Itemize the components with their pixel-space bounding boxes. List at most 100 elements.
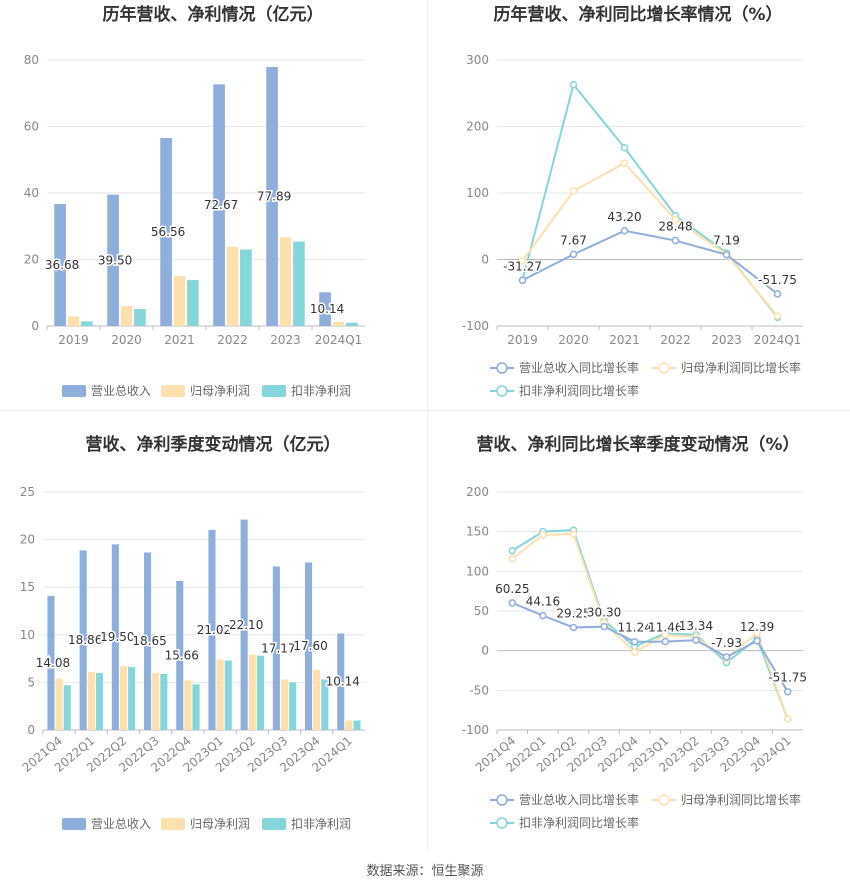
data-point [508,599,517,607]
bar [240,519,248,730]
series-line [511,601,789,693]
data-label: -51.75 [768,671,807,685]
bar [95,672,103,730]
bar [345,720,353,730]
bar [87,671,95,730]
data-point [783,687,792,696]
bar [293,241,305,326]
data-label: 7.67 [560,233,587,247]
y-tick-label: 0 [481,253,489,267]
data-point [569,250,578,259]
data-label: -31.27 [503,259,542,273]
x-tick-label: 2024Q1 [315,333,363,347]
data-point [630,637,639,646]
legend-swatch-marker [496,794,508,806]
bar [319,292,331,326]
data-label: 7.19 [713,234,740,248]
series-line [521,82,779,318]
bar [305,562,313,730]
y-tick-label: 300 [466,53,489,67]
legend-swatch [262,385,286,397]
chart-title: 历年营收、净利情况（亿元） [103,4,324,25]
legend-label: 营业总收入 [91,384,151,398]
y-tick-label: 40 [24,186,39,200]
bar [213,84,225,326]
legend-label: 营业总收入同比增长率 [519,792,639,807]
bar [54,204,66,326]
y-tick-label: 150 [466,525,489,539]
data-label: 44.16 [526,595,560,609]
y-tick-label: 50 [474,604,489,618]
data-label: 21.02 [197,623,231,637]
x-tick-label: 2020 [558,333,589,347]
x-tick-label: 2024Q1 [754,333,802,347]
legend-label: 营业总收入 [91,817,151,831]
legend-swatch [62,385,86,397]
bar [67,316,80,326]
y-tick-label: 60 [24,120,39,134]
data-label: 11.46 [648,621,682,635]
data-label: 10.14 [326,675,360,689]
bar [119,666,128,730]
legend-swatch-marker [496,362,508,374]
legend-label: 归母净利润同比增长率 [681,792,801,807]
legend-label: 归母净利润同比增长率 [681,360,801,375]
data-label: 18.86 [68,633,102,647]
bar [47,595,55,730]
bar [184,680,192,730]
data-point [773,312,782,320]
legend-label: 归母净利润 [190,817,250,831]
data-label: 39.50 [98,253,132,267]
data-point [773,290,782,298]
data-label: 72.67 [204,198,238,212]
bar [120,306,133,326]
x-tick-label: 2019 [507,333,538,347]
data-point [518,257,527,265]
bar [256,655,264,730]
y-tick-label: -100 [462,723,489,737]
y-tick-label: -50 [469,683,489,697]
bar [321,679,329,730]
data-point [569,80,578,89]
data-point [569,530,578,538]
data-label: 22.10 [229,618,263,632]
legend-swatch-marker [496,817,508,829]
data-label: -51.75 [758,273,797,287]
bar [279,237,292,326]
legend-label: 扣非净利润同比增长率 [519,815,639,830]
series-line [511,529,789,720]
legend-swatch [161,818,185,830]
y-tick-label: -100 [462,319,489,333]
y-tick-label: 25 [20,485,35,499]
data-point [722,653,731,661]
bar [173,276,186,326]
bar [192,684,200,730]
legend-label: 扣非净利润 [291,384,351,398]
data-point [508,554,517,563]
x-tick-label: 2023 [270,333,301,347]
bar [134,309,146,326]
data-label: 19.50 [100,630,134,644]
data-point [539,611,547,620]
bar [289,682,297,730]
bar [272,566,280,730]
legend-label: 归母净利润 [190,384,250,398]
x-tick-label: 2023 [711,333,742,347]
bar [313,670,321,730]
data-label: 17.17 [261,641,295,655]
bar [160,673,168,730]
data-point [600,622,608,631]
x-tick-label: 2021 [164,333,195,347]
source-note: 数据来源：恒生聚源 [366,864,484,879]
x-tick-label: 2021 [609,333,640,347]
y-tick-label: 5 [27,675,35,689]
legend-swatch [161,385,185,397]
y-tick-label: 200 [466,485,489,499]
bar [224,660,232,730]
data-label: 14.08 [36,656,70,670]
x-tick-label: 2022 [660,333,691,347]
bar [280,679,289,730]
legend-label: 营业总收入同比增长率 [519,360,639,375]
legend-swatch-marker [658,362,670,374]
